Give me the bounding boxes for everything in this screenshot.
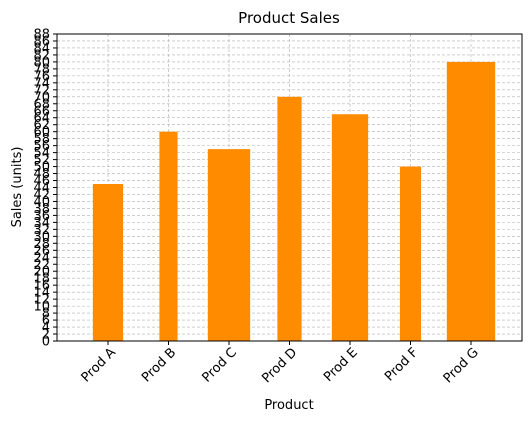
y-tick-label: 48	[33, 167, 50, 182]
y-tick-label: 86	[33, 34, 50, 49]
y-tick-label: 72	[33, 83, 50, 98]
bars-layer	[92, 61, 496, 342]
y-tick-label: 62	[33, 118, 50, 133]
y-tick-label: 46	[33, 174, 50, 189]
y-tick-label: 44	[33, 181, 50, 196]
y-tick-label: 36	[33, 209, 50, 224]
y-tick-label: 54	[33, 146, 50, 161]
y-tick-label: 12	[33, 293, 50, 308]
y-tick-label: 26	[33, 244, 50, 259]
y-tick-label: 76	[33, 69, 50, 84]
bar-prod-g	[446, 61, 496, 342]
y-tick-label: 14	[33, 286, 50, 301]
y-tick-label: 78	[33, 62, 50, 77]
y-tick-label: 50	[33, 160, 50, 175]
y-tick-label: 8	[42, 307, 50, 322]
y-tick-label: 20	[33, 265, 50, 280]
y-tick-label: 58	[33, 132, 50, 147]
bar-prod-f	[399, 166, 422, 341]
y-tick-label: 28	[33, 237, 50, 252]
y-tick-label: 40	[33, 195, 50, 210]
y-tick-label: 88	[33, 28, 50, 43]
y-tick-label: 70	[33, 90, 50, 105]
y-tick-label: 74	[33, 76, 50, 91]
y-tick-label: 84	[33, 41, 50, 56]
y-tick-label: 4	[42, 321, 50, 336]
y-tick-label: 64	[33, 111, 50, 126]
y-tick-label: 0	[42, 335, 50, 350]
x-axis-ticks: Prod A Prod B Prod C Prod D Prod E Prod F Prod…	[79, 341, 482, 386]
x-tick-label: Prod E	[321, 345, 361, 385]
y-tick-label: 6	[42, 314, 50, 329]
bar-prod-c	[207, 149, 251, 341]
bar-prod-b	[159, 131, 178, 341]
y-tick-label: 30	[33, 230, 50, 245]
x-tick-label: Prod A	[79, 345, 119, 385]
x-tick-label: Prod C	[199, 345, 239, 385]
chart-title: Product Sales	[238, 9, 340, 27]
y-tick-label: 32	[33, 223, 50, 238]
bar-prod-e	[331, 114, 369, 341]
x-tick-label: Prod G	[441, 345, 482, 386]
bar-prod-a	[92, 184, 124, 341]
y-tick-label: 66	[33, 104, 50, 119]
y-tick-label: 56	[33, 139, 50, 154]
y-axis-ticks: 0246810121416182022242628303234363840424…	[33, 28, 57, 350]
y-tick-label: 18	[33, 272, 50, 287]
y-tick-label: 52	[33, 153, 50, 168]
y-tick-label: 34	[33, 216, 50, 231]
x-tick-label: Prod F	[382, 345, 421, 384]
x-tick-label: Prod D	[259, 345, 300, 386]
y-tick-label: 82	[33, 48, 50, 63]
y-tick-label: 22	[33, 258, 50, 273]
y-tick-label: 16	[33, 279, 50, 294]
y-axis-title: Sales (units)	[10, 147, 25, 228]
y-tick-label: 68	[33, 97, 50, 112]
y-tick-label: 2	[42, 328, 50, 343]
x-tick-label: Prod B	[139, 345, 179, 385]
y-tick-label: 42	[33, 188, 50, 203]
y-tick-label: 60	[33, 125, 50, 140]
x-axis-title: Product	[264, 398, 313, 413]
bar-prod-d	[277, 96, 302, 341]
y-tick-label: 80	[33, 55, 50, 70]
y-tick-label: 38	[33, 202, 50, 217]
y-tick-label: 24	[33, 251, 50, 266]
y-tick-label: 10	[33, 300, 50, 315]
